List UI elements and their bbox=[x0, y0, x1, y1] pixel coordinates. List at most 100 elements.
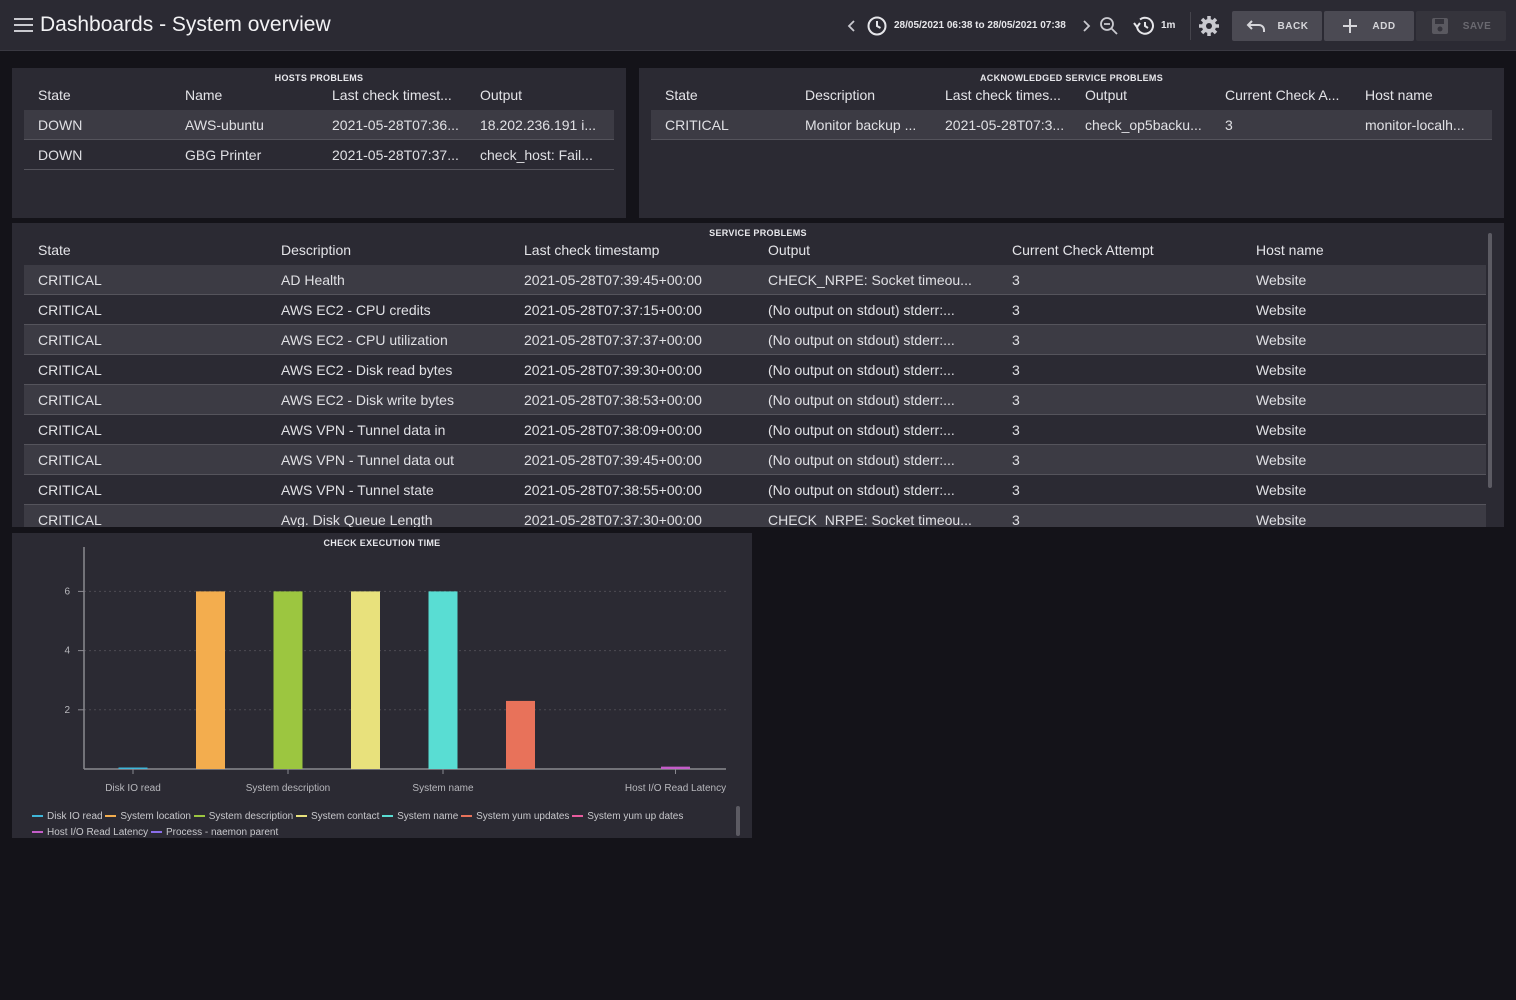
refresh-interval-button[interactable]: 1m bbox=[1132, 0, 1175, 51]
table-cell: (No output on stdout) stderr:... bbox=[754, 414, 998, 445]
legend-item[interactable]: System yum updates bbox=[461, 811, 569, 822]
table-cell: AWS VPN - Tunnel data out bbox=[267, 444, 510, 475]
column-header[interactable]: Name bbox=[185, 87, 223, 103]
widget-title: ACKNOWLEDGED SERVICE PROBLEMS bbox=[979, 73, 1164, 83]
table-cell: 3 bbox=[998, 414, 1242, 445]
clock-icon bbox=[867, 16, 887, 35]
table-row[interactable]: DOWN GBG Printer 2021-05-28T07:37... check_… bbox=[24, 139, 614, 170]
column-header[interactable]: State bbox=[38, 242, 71, 258]
table-cell: AWS EC2 - CPU utilization bbox=[267, 324, 510, 355]
table-cell: (No output on stdout) stderr:... bbox=[754, 444, 998, 475]
column-header[interactable]: Last check timestamp bbox=[524, 242, 660, 258]
back-button-label: BACK bbox=[1277, 20, 1309, 32]
legend-label: System yum updates bbox=[476, 811, 570, 822]
back-button[interactable]: BACK bbox=[1232, 11, 1322, 41]
table-row[interactable]: CRITICAL AWS EC2 - Disk read bytes 2021-05… bbox=[24, 354, 1486, 385]
legend-label: System yum up dates bbox=[587, 811, 684, 822]
table-cell: Website bbox=[1242, 504, 1486, 527]
top-bar: Dashboards - System overview 28/05/2021 … bbox=[0, 0, 1516, 51]
table-cell: (No output on stdout) stderr:... bbox=[754, 294, 998, 325]
time-range-picker[interactable]: 28/05/2021 06:38 to 28/05/2021 07:38 bbox=[866, 0, 1066, 51]
legend-item[interactable]: System yum up dates bbox=[572, 811, 683, 822]
legend-swatch bbox=[32, 815, 43, 818]
legend-scrollbar[interactable] bbox=[736, 806, 740, 836]
table-row[interactable]: CRITICAL AWS EC2 - CPU credits 2021-05-28T… bbox=[24, 294, 1486, 325]
table-cell: 2021-05-28T07:39:45+00:00 bbox=[510, 444, 754, 475]
table-cell: 2021-05-28T07:37:37+00:00 bbox=[510, 324, 754, 355]
table-cell: CHECK_NRPE: Socket timeou... bbox=[754, 265, 998, 295]
bar-disk-io-read bbox=[118, 767, 148, 769]
table-cell: AWS VPN - Tunnel state bbox=[267, 474, 510, 505]
table-cell: Monitor backup ... bbox=[791, 110, 931, 140]
hamburger-menu-icon[interactable] bbox=[14, 18, 33, 32]
column-header[interactable]: Description bbox=[281, 242, 352, 258]
column-header[interactable]: Host name bbox=[1365, 87, 1433, 103]
legend-swatch bbox=[105, 815, 117, 818]
table-cell: 2021-05-28T07:39:45+00:00 bbox=[510, 265, 754, 295]
legend-item[interactable]: Disk IO read bbox=[32, 811, 103, 822]
table-cell: AWS EC2 - Disk read bytes bbox=[267, 354, 510, 385]
column-header[interactable]: State bbox=[38, 87, 71, 103]
column-header[interactable]: Host name bbox=[1256, 242, 1324, 258]
save-button-label: SAVE bbox=[1462, 20, 1492, 32]
zoom-out-button[interactable] bbox=[1099, 0, 1119, 51]
table-row[interactable]: CRITICAL AWS EC2 - CPU utilization 2021-05… bbox=[24, 324, 1486, 355]
column-header[interactable]: Output bbox=[768, 242, 811, 258]
column-header[interactable]: Output bbox=[1085, 87, 1128, 103]
legend-item[interactable]: System description bbox=[193, 811, 293, 822]
table-cell: DOWN bbox=[24, 139, 171, 170]
prev-range-button[interactable] bbox=[846, 0, 858, 51]
table-cell: 3 bbox=[998, 265, 1242, 295]
legend-swatch bbox=[461, 815, 473, 818]
table-cell: Website bbox=[1242, 414, 1486, 445]
save-button[interactable]: SAVE bbox=[1416, 11, 1506, 41]
bar-chart: 2 4 6 Disk IO read System description System … bbox=[64, 547, 726, 794]
table-cell: 3 bbox=[998, 444, 1242, 475]
table-cell: 2021-05-28T07:38:55+00:00 bbox=[510, 474, 754, 505]
legend-item[interactable]: System contact bbox=[296, 811, 379, 822]
undo-icon bbox=[1246, 20, 1265, 32]
table-row[interactable]: DOWN AWS-ubuntu 2021-05-28T07:36... 18.202.… bbox=[24, 110, 614, 140]
legend-item[interactable]: System name bbox=[382, 811, 458, 822]
x-tick-label: System name bbox=[412, 783, 474, 794]
legend-item[interactable]: System location bbox=[105, 811, 191, 822]
table-cell: check_op5backu... bbox=[1071, 110, 1211, 140]
settings-button[interactable] bbox=[1197, 0, 1221, 51]
x-tick-label: Disk IO read bbox=[105, 783, 161, 794]
table-cell: CRITICAL bbox=[24, 504, 267, 527]
table-cell: CRITICAL bbox=[651, 110, 791, 140]
table-cell: CRITICAL bbox=[24, 324, 267, 355]
table-cell: Website bbox=[1242, 444, 1486, 475]
table-scrollbar[interactable] bbox=[1488, 233, 1492, 488]
table-row[interactable]: CRITICAL Avg. Disk Queue Length 2021-05-28… bbox=[24, 504, 1486, 527]
table-cell: 2021-05-28T07:3... bbox=[931, 110, 1071, 140]
column-header[interactable]: Last check times... bbox=[945, 87, 1061, 103]
column-header[interactable]: State bbox=[665, 87, 698, 103]
next-range-button[interactable] bbox=[1080, 0, 1092, 51]
table-cell: 2021-05-28T07:38:09+00:00 bbox=[510, 414, 754, 445]
bar-system-name bbox=[428, 591, 458, 769]
legend-label: Host I/O Read Latency bbox=[47, 827, 149, 838]
legend-swatch bbox=[572, 815, 584, 818]
table-cell: Website bbox=[1242, 324, 1486, 355]
acknowledged-service-problems-table: State Description Last check times... Outpu… bbox=[651, 80, 1492, 140]
column-header[interactable]: Description bbox=[805, 87, 876, 103]
table-row[interactable]: CRITICAL AWS VPN - Tunnel data out 2021-05… bbox=[24, 444, 1486, 475]
legend-label: Disk IO read bbox=[47, 811, 103, 822]
legend-item[interactable]: Process - naemon parent bbox=[150, 827, 278, 838]
table-row[interactable]: CRITICAL AWS VPN - Tunnel data in 2021-05-… bbox=[24, 414, 1486, 445]
table-cell: GBG Printer bbox=[171, 139, 318, 170]
legend-item[interactable]: Host I/O Read Latency bbox=[32, 827, 148, 838]
chart-title: CHECK EXECUTION TIME bbox=[323, 538, 441, 548]
column-header[interactable]: Last check timest... bbox=[332, 87, 452, 103]
table-row[interactable]: CRITICAL AWS VPN - Tunnel state 2021-05-28… bbox=[24, 474, 1486, 505]
table-row[interactable]: CRITICAL AWS EC2 - Disk write bytes 2021-0… bbox=[24, 384, 1486, 415]
table-row[interactable]: CRITICAL AD Health 2021-05-28T07:39:45+00:… bbox=[24, 265, 1486, 295]
add-button[interactable]: ADD bbox=[1324, 11, 1414, 41]
column-header[interactable]: Current Check Attempt bbox=[1012, 242, 1154, 258]
table-cell: CRITICAL bbox=[24, 384, 267, 415]
column-header[interactable]: Current Check A... bbox=[1225, 87, 1340, 103]
table-row[interactable]: CRITICAL Monitor backup ... 2021-05-28T07:… bbox=[651, 110, 1492, 140]
column-header[interactable]: Output bbox=[480, 87, 523, 103]
table-cell: (No output on stdout) stderr:... bbox=[754, 474, 998, 505]
